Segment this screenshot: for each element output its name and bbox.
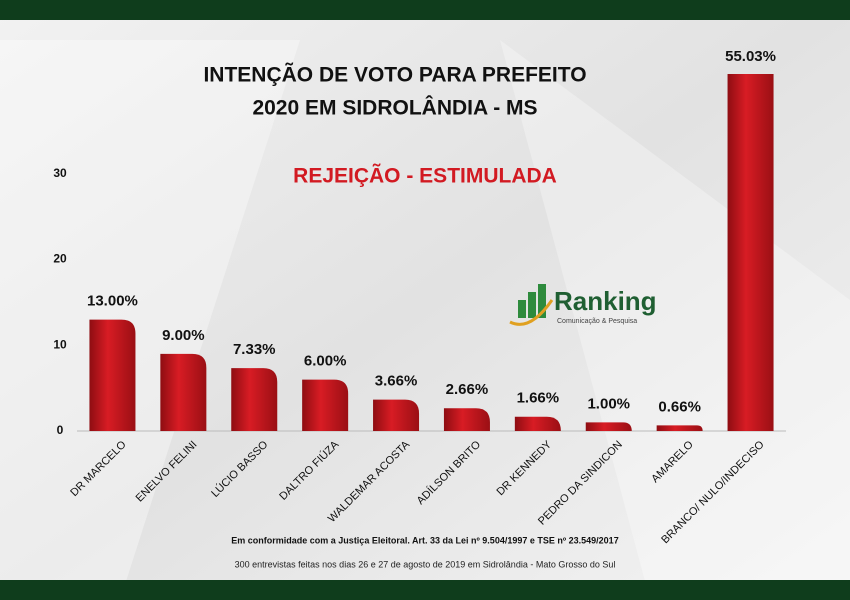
value-label: 2.66% <box>446 381 489 398</box>
y-tick-label: 10 <box>53 337 67 351</box>
logo-tagline: Comunicação & Pesquisa <box>557 318 637 325</box>
bar <box>160 353 207 431</box>
plot <box>89 74 774 431</box>
bar <box>656 425 703 431</box>
decor <box>0 40 300 600</box>
logo-bar <box>528 292 536 318</box>
footnote: Em conformidade com a Justiça Eleitoral.… <box>231 535 618 545</box>
logo-bar <box>518 300 526 318</box>
value-label: 7.33% <box>233 341 276 358</box>
value-label: 55.03% <box>725 48 776 65</box>
bottom-border <box>0 580 850 600</box>
y-tick-label: 20 <box>53 252 67 266</box>
bar <box>727 74 774 431</box>
top-border <box>0 0 850 20</box>
value-label: 9.00% <box>162 327 205 344</box>
decor <box>500 40 850 600</box>
logo-bar <box>538 284 546 318</box>
logo-swoosh <box>509 299 554 326</box>
source: 300 entrevistas feitas nos dias 26 e 27 … <box>235 559 616 569</box>
bar <box>514 416 561 431</box>
bar <box>231 368 278 431</box>
bar <box>443 408 490 431</box>
bar <box>585 422 632 431</box>
chart-subtitle: REJEIÇÃO - ESTIMULADA <box>293 165 557 188</box>
value-label: 1.00% <box>587 395 630 412</box>
y-tick-label: 0 <box>57 423 64 437</box>
value-label: 1.66% <box>517 390 560 407</box>
bar <box>89 319 136 431</box>
logo-name: Ranking <box>554 286 657 316</box>
y-tick-label: 30 <box>53 166 67 180</box>
value-label: 6.00% <box>304 353 347 370</box>
logo: Ranking Comunicação & Pesquisa <box>509 284 657 326</box>
bar <box>302 379 349 431</box>
chart-title: 2020 EM SIDROLÂNDIA - MS <box>252 96 537 120</box>
bar <box>373 399 420 431</box>
value-label: 0.66% <box>658 398 701 415</box>
chart-title: INTENÇÃO DE VOTO PARA PREFEITO <box>203 64 586 87</box>
value-label: 3.66% <box>375 373 418 390</box>
value-label: 13.00% <box>87 293 138 310</box>
